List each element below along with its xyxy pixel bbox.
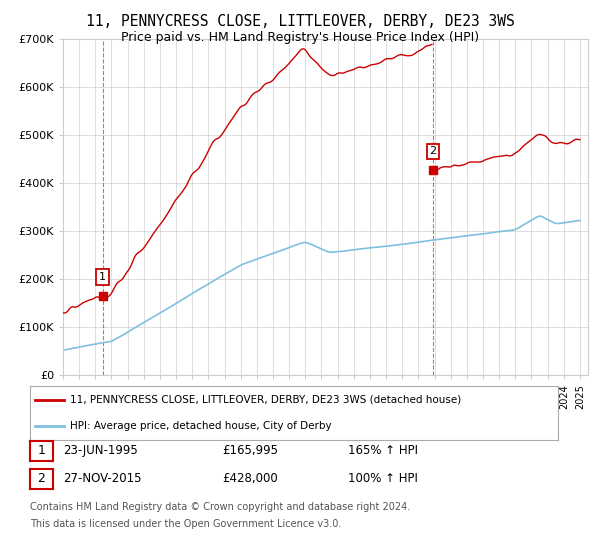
Text: 1: 1 <box>99 272 106 282</box>
Text: Contains HM Land Registry data © Crown copyright and database right 2024.: Contains HM Land Registry data © Crown c… <box>30 502 410 512</box>
Text: 23-JUN-1995: 23-JUN-1995 <box>63 444 138 458</box>
Text: Price paid vs. HM Land Registry's House Price Index (HPI): Price paid vs. HM Land Registry's House … <box>121 31 479 44</box>
Text: 11, PENNYCRESS CLOSE, LITTLEOVER, DERBY, DE23 3WS: 11, PENNYCRESS CLOSE, LITTLEOVER, DERBY,… <box>86 14 514 29</box>
Text: This data is licensed under the Open Government Licence v3.0.: This data is licensed under the Open Gov… <box>30 519 341 529</box>
Text: 27-NOV-2015: 27-NOV-2015 <box>63 472 142 486</box>
Text: 165% ↑ HPI: 165% ↑ HPI <box>348 444 418 458</box>
Text: 11, PENNYCRESS CLOSE, LITTLEOVER, DERBY, DE23 3WS (detached house): 11, PENNYCRESS CLOSE, LITTLEOVER, DERBY,… <box>70 395 461 405</box>
Text: £165,995: £165,995 <box>222 444 278 458</box>
Text: £428,000: £428,000 <box>222 472 278 486</box>
Text: 2: 2 <box>430 146 436 156</box>
Text: HPI: Average price, detached house, City of Derby: HPI: Average price, detached house, City… <box>70 421 331 431</box>
Text: 1: 1 <box>37 444 46 458</box>
Text: 100% ↑ HPI: 100% ↑ HPI <box>348 472 418 486</box>
Text: 2: 2 <box>37 472 46 486</box>
